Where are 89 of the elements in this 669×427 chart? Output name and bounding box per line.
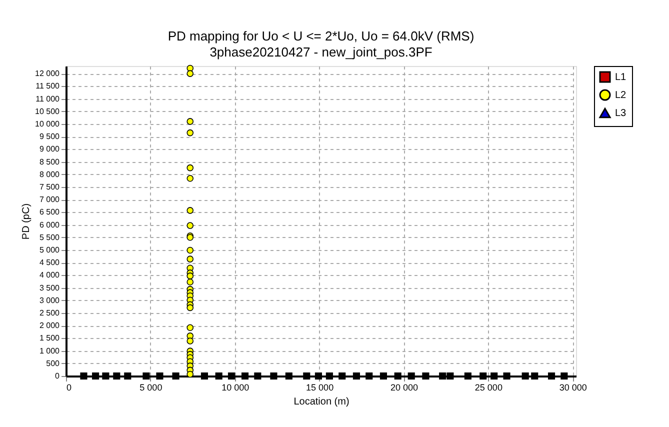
- y-tick-label: 5 000: [39, 245, 60, 254]
- x-tick-label: 10 000: [222, 382, 250, 392]
- y-tick-label: 12 000: [35, 69, 60, 78]
- point: [254, 372, 262, 380]
- y-tick-label: 7 000: [39, 195, 60, 204]
- point: [156, 372, 164, 380]
- x-tick-label: 25 000: [474, 382, 502, 392]
- point: [113, 372, 120, 380]
- point: [548, 372, 556, 380]
- x-axis-title: Location (m): [294, 396, 350, 408]
- point: [490, 372, 498, 380]
- point: [522, 372, 529, 380]
- point: [186, 164, 194, 172]
- y-tick-label: 1 000: [39, 346, 60, 356]
- legend-label: L1: [615, 72, 627, 83]
- point: [102, 372, 110, 380]
- y-axis-title: PD (pC): [21, 203, 32, 240]
- y-tick-label: 500: [46, 358, 60, 368]
- point: [394, 372, 402, 380]
- point: [531, 372, 538, 380]
- point: [480, 372, 487, 380]
- point: [326, 372, 333, 380]
- x-tick-label: 30 000: [559, 382, 587, 392]
- y-tick-label: 4 000: [39, 270, 60, 280]
- y-tick-label: 2 500: [39, 308, 60, 318]
- x-tick-label: 20 000: [390, 382, 418, 392]
- point: [172, 372, 180, 380]
- y-tick-label: 0: [55, 372, 60, 380]
- y-tick-label: 10 500: [35, 106, 60, 116]
- y-tick-label: 10 000: [35, 119, 60, 128]
- point: [186, 304, 194, 312]
- point: [303, 372, 310, 380]
- y-tick-label: 3 000: [39, 296, 60, 305]
- point: [142, 372, 150, 380]
- legend-label: L2: [615, 90, 627, 101]
- point: [186, 246, 194, 254]
- point: [186, 222, 194, 229]
- point: [380, 372, 388, 380]
- point: [92, 372, 100, 380]
- y-tick-label: 7 500: [39, 182, 60, 192]
- y-tick-label: 9 500: [39, 132, 60, 142]
- y-tick-label: 8 500: [39, 157, 60, 166]
- y-tick-label: 11 000: [36, 94, 60, 104]
- point: [186, 129, 194, 136]
- point: [186, 278, 194, 286]
- y-tick-label: 2 000: [39, 321, 60, 330]
- point: [408, 372, 415, 380]
- point: [338, 372, 346, 380]
- y-tick-label: 4 500: [39, 258, 60, 268]
- y-tick-label: 3 500: [39, 283, 60, 292]
- point: [270, 372, 278, 380]
- y-tick-label: 6 000: [39, 220, 60, 230]
- x-tick-label: 0: [66, 382, 72, 392]
- point: [446, 372, 454, 380]
- point: [503, 372, 510, 380]
- chart-subtitle: 3phase20210427 - new_joint_pos.3PF: [210, 44, 432, 60]
- y-tick-label: 1 500: [39, 334, 60, 343]
- point: [186, 272, 194, 280]
- point: [215, 372, 222, 380]
- point: [200, 372, 208, 380]
- y-tick-label: 6 500: [39, 208, 60, 217]
- y-tick-label: 8 000: [39, 170, 60, 179]
- point: [186, 338, 194, 344]
- point: [439, 372, 446, 380]
- point: [241, 372, 249, 380]
- point: [352, 372, 360, 380]
- y-tick-label: 5 500: [39, 232, 60, 242]
- y-tick-label: 11 500: [36, 82, 60, 91]
- point: [186, 256, 194, 262]
- point: [186, 207, 194, 214]
- y-tick-label: 9 000: [39, 144, 60, 154]
- point: [124, 372, 132, 380]
- point: [186, 70, 194, 77]
- point: [560, 372, 568, 380]
- point: [186, 175, 194, 182]
- point: [366, 372, 373, 380]
- point: [186, 324, 194, 332]
- point: [186, 118, 194, 125]
- point: [285, 372, 292, 380]
- point: [314, 372, 322, 380]
- point: [228, 372, 236, 380]
- point: [80, 372, 88, 380]
- legend-label: L3: [615, 108, 627, 119]
- point: [422, 372, 430, 380]
- point: [464, 372, 472, 380]
- x-tick-label: 15 000: [306, 382, 334, 392]
- x-tick-label: 5 000: [140, 382, 162, 392]
- point: [186, 370, 194, 378]
- chart-title: PD mapping for Uo < U <= 2*Uo, Uo = 64.0kV (RMS): [168, 28, 474, 44]
